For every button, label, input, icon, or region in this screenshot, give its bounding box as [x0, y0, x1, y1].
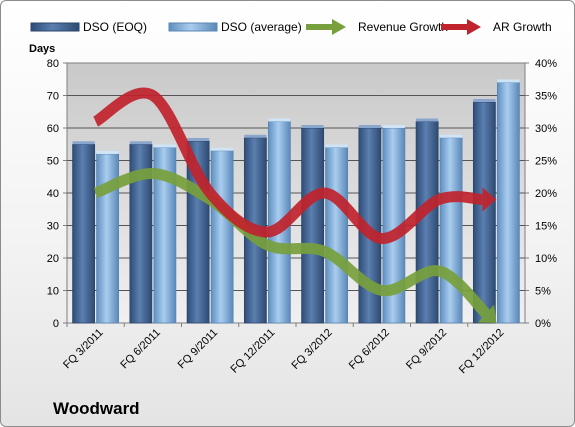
- legend-swatch-dso-eoq: [30, 22, 80, 32]
- company-name: Woodward: [53, 399, 140, 418]
- y-left-tick-label: 10: [47, 286, 59, 298]
- bar-top-dso-average: [440, 134, 463, 138]
- x-tick-label: FQ 3/2011: [61, 327, 106, 372]
- bar-top-dso-eoq: [416, 118, 439, 122]
- bar-top-dso-average: [96, 151, 119, 154]
- bar-dso-eoq: [301, 127, 325, 324]
- bar-top-dso-average: [211, 147, 234, 151]
- y-right-tick-label: 0%: [535, 318, 551, 330]
- bar-dso-average: [210, 150, 234, 324]
- legend-arrow-ar-growth: [467, 19, 481, 35]
- y-right-tick-label: 10%: [535, 253, 557, 265]
- x-tick-label: FQ 12/2012: [457, 327, 507, 377]
- bar-top-dso-average: [153, 144, 176, 148]
- bar-top-dso-eoq: [473, 99, 496, 102]
- y-right-tick-label: 5%: [535, 286, 551, 298]
- x-tick-label: FQ 12/2011: [229, 327, 278, 376]
- bar-top-dso-eoq: [358, 125, 381, 128]
- bar-top-dso-eoq: [244, 134, 267, 138]
- bar-top-dso-average: [325, 144, 348, 148]
- bar-top-dso-eoq: [187, 138, 210, 141]
- bar-dso-eoq: [472, 101, 496, 324]
- line-ar-growth: [92, 87, 483, 244]
- y-left-tick-label: 70: [47, 91, 59, 103]
- bar-dso-eoq: [72, 143, 96, 324]
- x-tick-label: FQ 9/2012: [404, 327, 449, 372]
- y-axis-left-title: Days: [29, 43, 55, 55]
- y-left-tick-label: 40: [47, 188, 59, 200]
- bars: [72, 79, 520, 324]
- growth-lines: [92, 87, 497, 324]
- bar-top-dso-eoq: [301, 125, 324, 128]
- bar-dso-eoq: [415, 121, 439, 324]
- x-tick-label: FQ 9/2011: [176, 327, 221, 372]
- x-tick-label: FQ 6/2011: [118, 327, 163, 372]
- bar-dso-average: [439, 137, 463, 324]
- bar-top-dso-eoq: [72, 141, 95, 145]
- x-tick-label: FQ 3/2012: [290, 327, 335, 372]
- y-left-tick-label: 50: [47, 156, 59, 168]
- x-tick-label: FQ 6/2012: [347, 327, 392, 372]
- y-left-tick-label: 30: [47, 221, 59, 233]
- y-right-tick-label: 35%: [535, 91, 557, 103]
- y-right-tick-label: 30%: [535, 123, 557, 135]
- legend-label-ar-growth: AR Growth: [493, 20, 552, 34]
- legend-swatch-dso-average: [168, 22, 218, 32]
- legend-label-dso-eoq: DSO (EOQ): [83, 20, 147, 34]
- bar-top-dso-average: [382, 125, 405, 128]
- bar-dso-average: [325, 147, 349, 324]
- y-left-tick-label: 0: [53, 318, 59, 330]
- legend-arrow-revenue-growth: [332, 19, 346, 35]
- y-right-tick-label: 40%: [535, 58, 557, 70]
- y-left-tick-label: 20: [47, 253, 59, 265]
- line-revenue-growth: [93, 168, 490, 318]
- bar-top-dso-eoq: [129, 141, 152, 145]
- legend: DSO (EOQ) DSO (average) Revenue Growth AR G…: [30, 19, 552, 35]
- bar-top-dso-average: [497, 79, 520, 83]
- y-left-tick-label: 60: [47, 123, 59, 135]
- y-left-tick-label: 80: [47, 58, 59, 70]
- arrowhead-ar-growth: [482, 187, 497, 212]
- legend-label-revenue-growth: Revenue Growth: [358, 20, 448, 34]
- legend-label-dso-average: DSO (average): [221, 20, 302, 34]
- bar-dso-average: [496, 82, 520, 324]
- arrowhead-revenue-growth: [477, 304, 497, 323]
- bar-top-dso-average: [268, 118, 291, 122]
- y-right-tick-label: 25%: [535, 156, 557, 168]
- y-right-tick-label: 15%: [535, 221, 557, 233]
- y-right-tick-label: 20%: [535, 188, 557, 200]
